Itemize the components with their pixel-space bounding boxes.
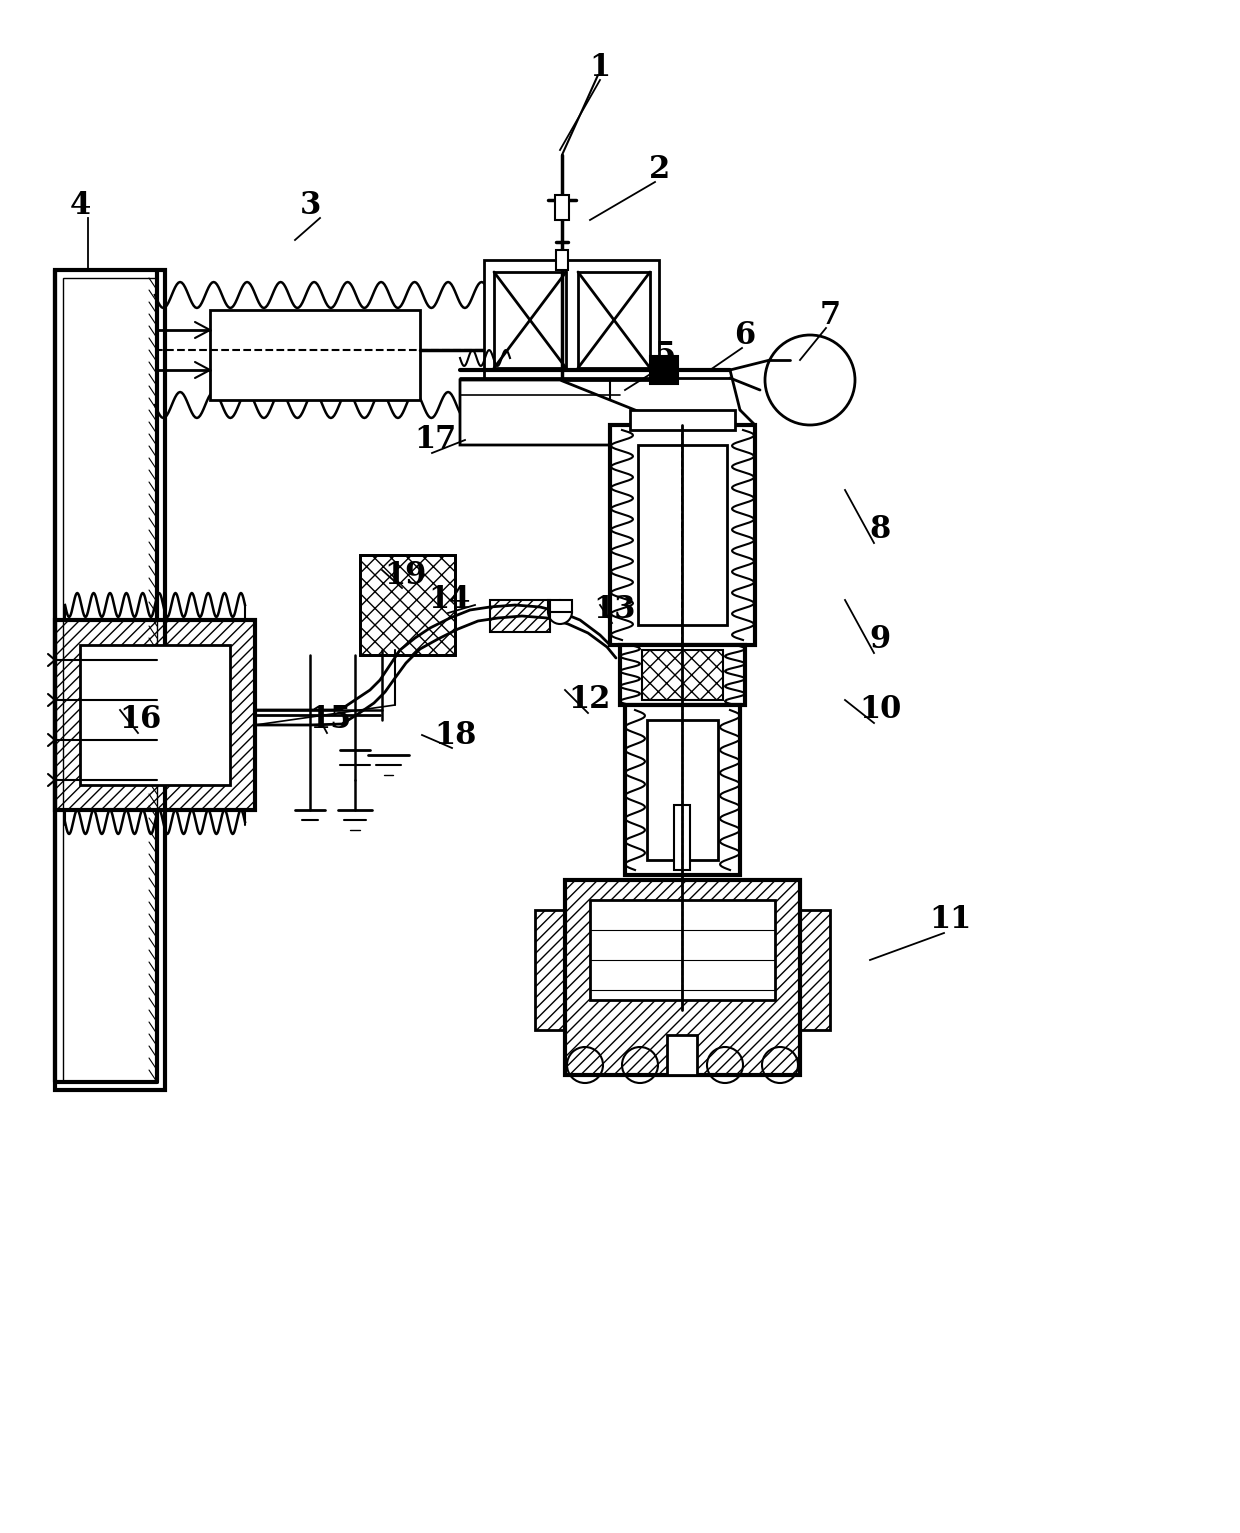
Bar bbox=[548, 599, 572, 612]
Bar bbox=[610, 425, 755, 645]
Bar bbox=[55, 619, 255, 809]
Text: 12: 12 bbox=[569, 685, 611, 716]
Bar bbox=[556, 250, 568, 270]
Circle shape bbox=[765, 336, 856, 425]
Bar bbox=[565, 880, 800, 1075]
Text: 10: 10 bbox=[859, 694, 901, 725]
Text: 11: 11 bbox=[929, 904, 971, 935]
Bar bbox=[647, 721, 718, 860]
Circle shape bbox=[548, 599, 572, 624]
Bar bbox=[490, 599, 551, 632]
Bar bbox=[484, 261, 658, 380]
Text: 17: 17 bbox=[414, 425, 456, 455]
Bar bbox=[578, 271, 650, 368]
Text: 15: 15 bbox=[309, 705, 351, 736]
Bar bbox=[675, 805, 689, 871]
Bar bbox=[639, 445, 727, 625]
Bar bbox=[625, 705, 740, 875]
Text: 8: 8 bbox=[869, 515, 890, 546]
Text: 14: 14 bbox=[429, 584, 471, 616]
Polygon shape bbox=[460, 380, 660, 445]
Text: 13: 13 bbox=[594, 595, 636, 625]
Text: 19: 19 bbox=[384, 560, 427, 590]
Bar bbox=[642, 650, 723, 701]
Bar bbox=[630, 409, 735, 429]
Text: 9: 9 bbox=[869, 624, 890, 656]
Bar bbox=[650, 356, 678, 383]
Bar bbox=[494, 271, 565, 368]
Bar bbox=[210, 310, 420, 400]
Text: 2: 2 bbox=[650, 155, 671, 185]
Text: 6: 6 bbox=[734, 319, 755, 351]
Text: 18: 18 bbox=[434, 719, 476, 751]
Bar bbox=[360, 555, 455, 655]
Bar bbox=[534, 911, 565, 1030]
Bar bbox=[620, 645, 745, 705]
Bar bbox=[590, 900, 775, 1000]
Text: 7: 7 bbox=[820, 299, 841, 331]
Text: 1: 1 bbox=[589, 52, 610, 83]
Text: 16: 16 bbox=[119, 705, 161, 736]
Bar bbox=[55, 270, 165, 1090]
Bar bbox=[667, 1035, 697, 1075]
Bar bbox=[556, 195, 569, 221]
Bar bbox=[81, 645, 229, 785]
Bar bbox=[63, 277, 157, 1082]
Text: 4: 4 bbox=[69, 190, 91, 221]
Text: 3: 3 bbox=[299, 190, 321, 221]
Bar bbox=[360, 555, 455, 655]
Bar bbox=[800, 911, 830, 1030]
Text: 5: 5 bbox=[655, 339, 676, 371]
